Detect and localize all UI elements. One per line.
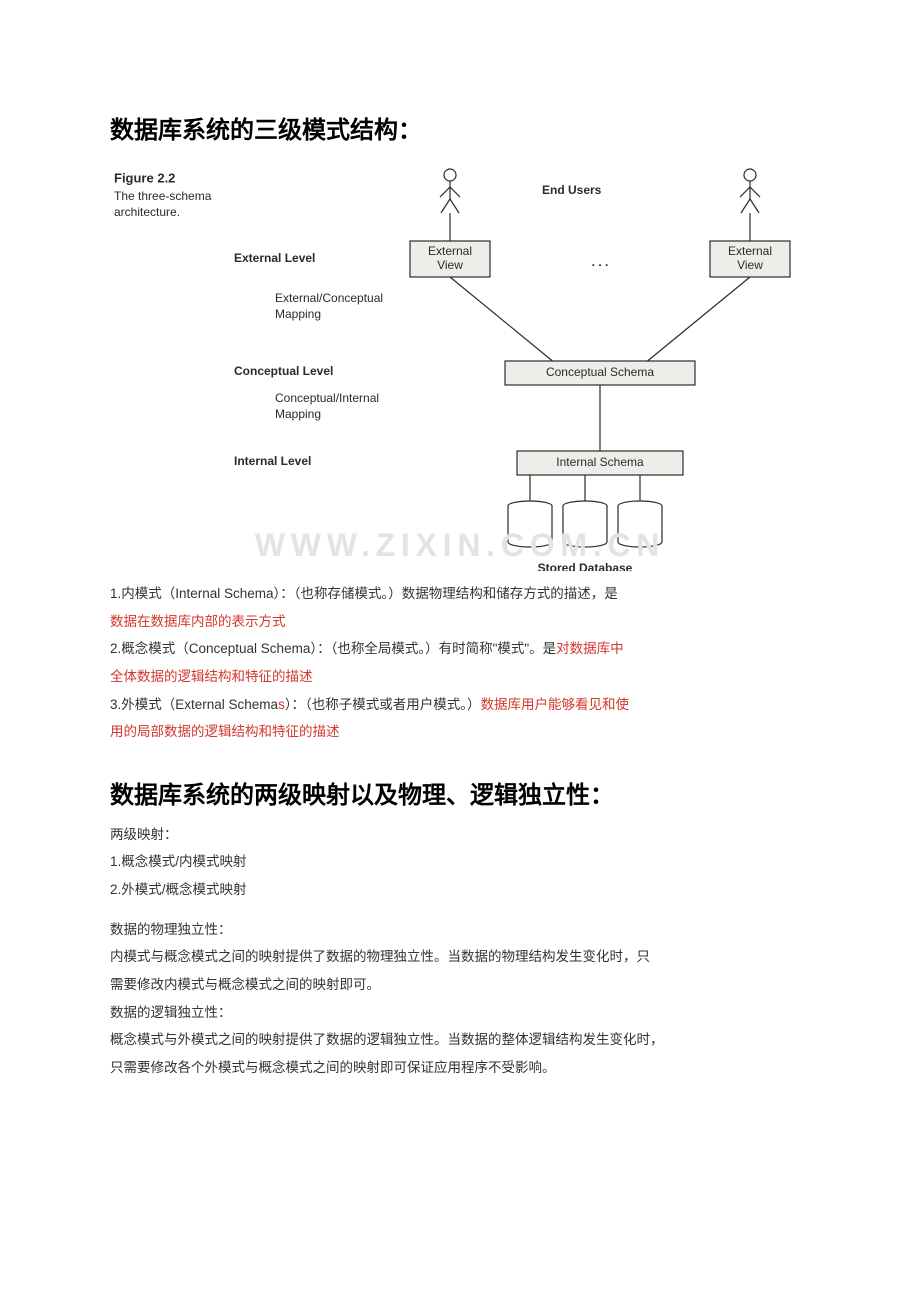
s2-l8: 概念模式与外模式之间的映射提供了数据的逻辑独立性。当数据的整体逻辑结构发生变化时… bbox=[110, 1027, 810, 1053]
svg-text:External/Conceptual: External/Conceptual bbox=[275, 291, 383, 305]
s2-l3: 2.外模式/概念模式映射 bbox=[110, 877, 810, 903]
item2: 2.概念模式（Conceptual Schema）：（也称全局模式。）有时简称"… bbox=[110, 636, 810, 662]
three-schema-figure: Figure 2.2 The three-schema architecture. E… bbox=[110, 157, 810, 579]
svg-text:Internal Level: Internal Level bbox=[234, 454, 311, 468]
item1: 1.内模式（Internal Schema）：（也称存储模式。）数据物理结构和储… bbox=[110, 581, 810, 607]
schema-diagram-svg: Figure 2.2 The three-schema architecture. E… bbox=[110, 161, 810, 571]
s2-l1: 两级映射： bbox=[110, 822, 810, 848]
svg-text:Mapping: Mapping bbox=[275, 407, 321, 421]
svg-text:End Users: End Users bbox=[542, 183, 602, 197]
svg-text:Conceptual Schema: Conceptual Schema bbox=[546, 365, 654, 379]
svg-text:Internal Schema: Internal Schema bbox=[556, 455, 644, 469]
item3-red: 用的局部数据的逻辑结构和特征的描述 bbox=[110, 719, 810, 745]
svg-text:The three-schema: The three-schema bbox=[114, 189, 212, 203]
s2-l4: 数据的物理独立性： bbox=[110, 917, 810, 943]
svg-text:Conceptual/Internal: Conceptual/Internal bbox=[275, 391, 379, 405]
s2-l6: 需要修改内模式与概念模式之间的映射即可。 bbox=[110, 972, 810, 998]
svg-text:View: View bbox=[737, 258, 763, 272]
section2-title: 数据库系统的两级映射以及物理、逻辑独立性： bbox=[110, 775, 810, 810]
svg-text:Figure 2.2: Figure 2.2 bbox=[114, 171, 175, 186]
svg-text:External Level: External Level bbox=[234, 251, 315, 265]
s2-l5: 内模式与概念模式之间的映射提供了数据的物理独立性。当数据的物理结构发生变化时，只 bbox=[110, 944, 810, 970]
item1-red: 数据在数据库内部的表示方式 bbox=[110, 609, 810, 635]
s2-l7: 数据的逻辑独立性： bbox=[110, 1000, 810, 1026]
svg-text:View: View bbox=[437, 258, 463, 272]
svg-text:. . .: . . . bbox=[592, 255, 609, 269]
svg-text:Mapping: Mapping bbox=[275, 307, 321, 321]
s2-l2: 1.概念模式/内模式映射 bbox=[110, 849, 810, 875]
section1-title: 数据库系统的三级模式结构： bbox=[110, 110, 810, 145]
svg-text:External: External bbox=[428, 244, 472, 258]
svg-text:Conceptual Level: Conceptual Level bbox=[234, 364, 333, 378]
item2-red: 全体数据的逻辑结构和特征的描述 bbox=[110, 664, 810, 690]
item3: 3.外模式（External Schemas）：（也称子模式或者用户模式。）数据… bbox=[110, 692, 810, 718]
svg-text:architecture.: architecture. bbox=[114, 205, 180, 219]
s2-l9: 只需要修改各个外模式与概念模式之间的映射即可保证应用程序不受影响。 bbox=[110, 1055, 810, 1081]
svg-text:External: External bbox=[728, 244, 772, 258]
